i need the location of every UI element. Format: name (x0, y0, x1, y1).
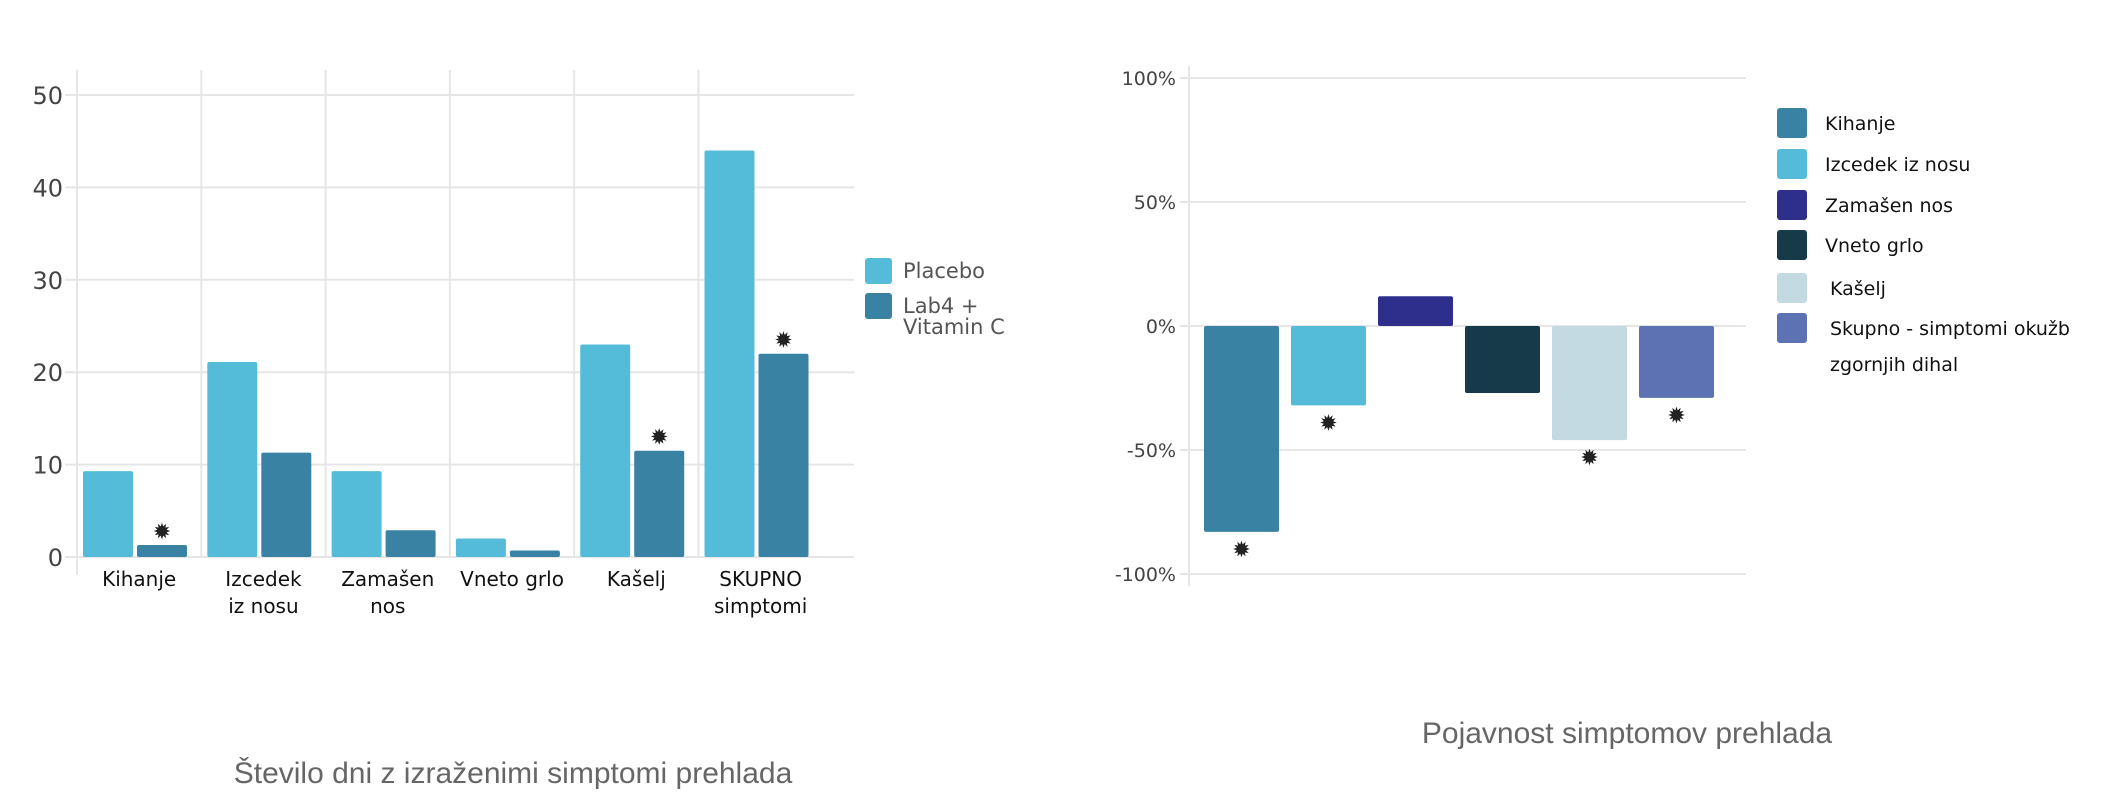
legend-label: Kihanje (1825, 113, 1895, 135)
legend-swatch (1777, 230, 1807, 260)
legend-label: zgornjih dihal (1830, 354, 1958, 376)
significance-marker: ✹ (1580, 446, 1598, 471)
significance-marker: ✹ (650, 426, 668, 451)
bar-lab4-vitamin-c (634, 450, 685, 557)
significance-marker: ✹ (1667, 404, 1685, 429)
y-tick-label: 100% (1122, 68, 1176, 90)
chart-title: Pojavnost simptomov prehlada (1422, 717, 1833, 750)
x-category-label: simptomi (714, 594, 807, 618)
bar-placebo (331, 471, 382, 557)
legend-swatch (865, 258, 892, 284)
x-category-label: Zamašen (341, 567, 434, 591)
x-category-label: Vneto grlo (460, 567, 564, 591)
bar-placebo (455, 538, 506, 557)
chart-title: Število dni z izraženimi simptomi prehla… (234, 756, 793, 790)
bar-lab4-vitamin-c (509, 550, 560, 557)
legend-swatch (1777, 108, 1807, 138)
significance-marker: ✹ (153, 520, 171, 545)
legend-swatch (1777, 313, 1807, 343)
bar-lab4-vitamin-c (385, 530, 436, 557)
y-tick-label: 40 (32, 174, 63, 202)
y-tick-label: 0 (48, 544, 63, 572)
legend-swatch (1777, 149, 1807, 179)
bar-1 (1204, 326, 1279, 532)
y-tick-label: 30 (32, 267, 63, 295)
x-category-label: Kihanje (102, 567, 176, 591)
bar-lab4-vitamin-c (758, 353, 809, 557)
legend-label: Skupno - simptomi okužb (1830, 318, 2070, 340)
legend-label: Kašelj (1830, 278, 1886, 300)
legend-swatch (1777, 190, 1807, 220)
chart-days-with-symptoms: 0 10 20 30 40 50 ✹ Kihanje Izcedek iz nosu Zamašen… (32, 70, 1005, 790)
bar-6 (1639, 326, 1714, 398)
significance-marker: ✹ (1232, 538, 1250, 563)
bar-2 (1291, 326, 1366, 406)
bar-placebo (83, 471, 133, 557)
bar-placebo (704, 150, 755, 557)
x-category-label: Izcedek (225, 567, 302, 591)
legend-label: Vitamin C (903, 315, 1005, 339)
y-tick-label: 50% (1134, 192, 1176, 214)
legend-swatch (1777, 273, 1807, 303)
legend-label: Zamašen nos (1825, 195, 1953, 217)
legend-label: Placebo (903, 259, 985, 283)
x-category-label: SKUPNO (719, 567, 802, 591)
y-tick-label: 0% (1146, 316, 1176, 338)
bar-placebo (580, 344, 631, 557)
x-category-label: iz nosu (228, 594, 298, 618)
bar-lab4-vitamin-c (137, 544, 187, 557)
bar-4 (1465, 326, 1540, 393)
significance-marker: ✹ (1319, 411, 1337, 436)
legend-label: Vneto grlo (1825, 235, 1924, 257)
legend-label: Lab4 + (903, 294, 979, 318)
bar-5 (1552, 326, 1627, 441)
y-tick-label: 20 (32, 359, 63, 387)
bar-3 (1378, 296, 1453, 326)
x-category-label: nos (370, 594, 405, 618)
y-tick-label: -50% (1127, 440, 1176, 462)
y-tick-label: 10 (32, 452, 63, 480)
y-tick-label: 50 (32, 82, 63, 110)
bar-lab4-vitamin-c (261, 452, 312, 557)
bar-placebo (207, 362, 258, 557)
y-tick-label: -100% (1115, 564, 1176, 586)
legend-label: Izcedek iz nosu (1825, 154, 1970, 176)
x-category-label: Kašelj (607, 567, 666, 591)
significance-marker: ✹ (774, 329, 792, 354)
legend-swatch (865, 293, 892, 319)
